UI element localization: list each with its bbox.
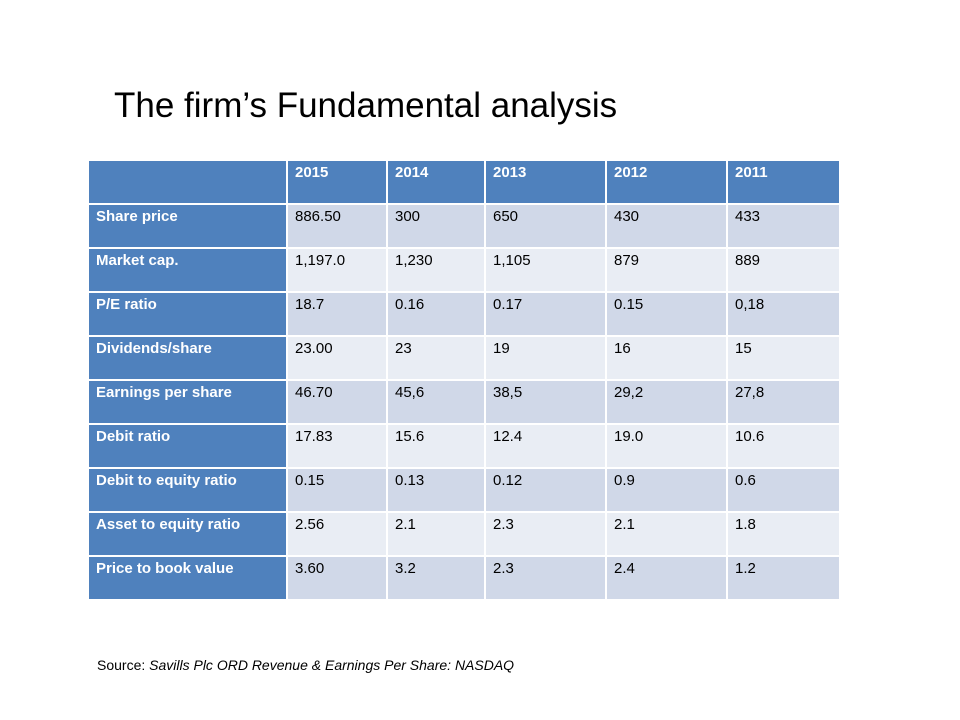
row-label: Earnings per share: [87, 379, 288, 425]
table-cell: 17.83: [286, 423, 388, 469]
year-header: 2015: [286, 159, 388, 205]
table-cell: 300: [386, 203, 486, 249]
table-row: Price to book value 3.60 3.2 2.3 2.4 1.2: [87, 555, 841, 601]
table-cell: 2.3: [484, 555, 607, 601]
fundamental-analysis-table: 2015 2014 2013 2012 2011 Share price 886…: [87, 159, 841, 601]
table-cell: 0,18: [726, 291, 841, 337]
year-header: 2013: [484, 159, 607, 205]
table-cell: 2.3: [484, 511, 607, 557]
table-cell: 879: [605, 247, 728, 293]
table-cell: 0.16: [386, 291, 486, 337]
table-row: Debit to equity ratio 0.15 0.13 0.12 0.9…: [87, 467, 841, 513]
table-row: Market cap. 1,197.0 1,230 1,105 879 889: [87, 247, 841, 293]
table-cell: 886.50: [286, 203, 388, 249]
source-text: Savills Plc ORD Revenue & Earnings Per S…: [149, 657, 515, 673]
table-cell: 19.0: [605, 423, 728, 469]
table-cell: 0.6: [726, 467, 841, 513]
year-header: 2014: [386, 159, 486, 205]
table-cell: 3.60: [286, 555, 388, 601]
table-cell: 2.4: [605, 555, 728, 601]
table-cell: 1,230: [386, 247, 486, 293]
table-cell: 2.1: [605, 511, 728, 557]
table-cell: 0.12: [484, 467, 607, 513]
table-cell: 0.13: [386, 467, 486, 513]
year-header: 2012: [605, 159, 728, 205]
table-row: P/E ratio 18.7 0.16 0.17 0.15 0,18: [87, 291, 841, 337]
table-cell: 3.2: [386, 555, 486, 601]
table-row: Dividends/share 23.00 23 19 16 15: [87, 335, 841, 381]
table-row: Earnings per share 46.70 45,6 38,5 29,2 …: [87, 379, 841, 425]
table-cell: 12.4: [484, 423, 607, 469]
table-cell: 430: [605, 203, 728, 249]
table-row: Asset to equity ratio 2.56 2.1 2.3 2.1 1…: [87, 511, 841, 557]
row-label: Debit to equity ratio: [87, 467, 288, 513]
table-header-row: 2015 2014 2013 2012 2011: [87, 159, 841, 205]
table-row: Debit ratio 17.83 15.6 12.4 19.0 10.6: [87, 423, 841, 469]
table-cell: 1.2: [726, 555, 841, 601]
year-header: 2011: [726, 159, 841, 205]
table-cell: 2.56: [286, 511, 388, 557]
table-cell: 0.9: [605, 467, 728, 513]
table-cell: 18.7: [286, 291, 388, 337]
table-cell: 23: [386, 335, 486, 381]
table-cell: 46.70: [286, 379, 388, 425]
table-row: Share price 886.50 300 650 430 433: [87, 203, 841, 249]
table-cell: 19: [484, 335, 607, 381]
table-cell: 1,105: [484, 247, 607, 293]
table-cell: 889: [726, 247, 841, 293]
table-cell: 15.6: [386, 423, 486, 469]
table-cell: 0.15: [605, 291, 728, 337]
row-label: Debit ratio: [87, 423, 288, 469]
table-cell: 15: [726, 335, 841, 381]
header-corner-cell: [87, 159, 288, 205]
row-label: Price to book value: [87, 555, 288, 601]
table-cell: 27,8: [726, 379, 841, 425]
table-cell: 45,6: [386, 379, 486, 425]
row-label: Dividends/share: [87, 335, 288, 381]
table-cell: 16: [605, 335, 728, 381]
table-cell: 650: [484, 203, 607, 249]
table-cell: 38,5: [484, 379, 607, 425]
slide-title: The firm’s Fundamental analysis: [114, 86, 618, 125]
table-cell: 0.17: [484, 291, 607, 337]
table-cell: 433: [726, 203, 841, 249]
table-cell: 29,2: [605, 379, 728, 425]
source-caption: Source: Savills Plc ORD Revenue & Earnin…: [97, 657, 514, 673]
table-cell: 1.8: [726, 511, 841, 557]
table-cell: 10.6: [726, 423, 841, 469]
row-label: P/E ratio: [87, 291, 288, 337]
table-cell: 1,197.0: [286, 247, 388, 293]
row-label: Asset to equity ratio: [87, 511, 288, 557]
table-cell: 2.1: [386, 511, 486, 557]
source-prefix: Source:: [97, 657, 150, 673]
table-cell: 0.15: [286, 467, 388, 513]
table-cell: 23.00: [286, 335, 388, 381]
row-label: Share price: [87, 203, 288, 249]
row-label: Market cap.: [87, 247, 288, 293]
